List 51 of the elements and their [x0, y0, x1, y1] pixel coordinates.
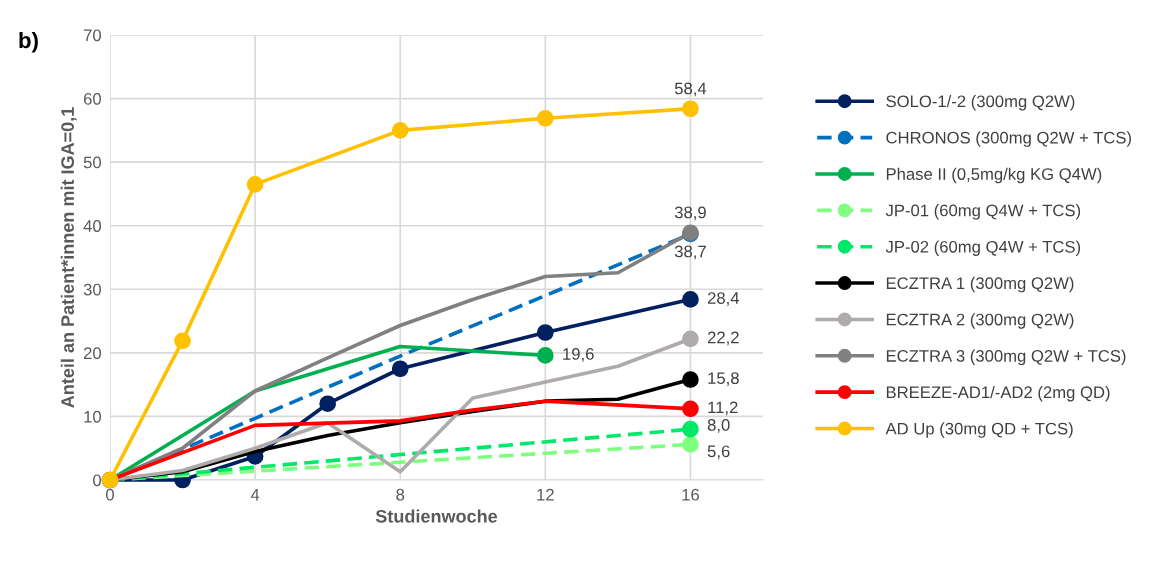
- text: b): [19, 31, 38, 53]
- legend-label: AD Up (30mg QD + TCS): [885, 422, 1073, 438]
- point: [682, 371, 699, 388]
- y-tick-label: 20: [83, 347, 102, 360]
- point: [682, 420, 699, 438]
- point: [246, 176, 264, 193]
- legend-label: ECZTRA 1 (300mg Q2W): [886, 276, 1074, 293]
- y-tick-label: 10: [84, 410, 102, 423]
- x-axis-title: Studienwoche: [375, 509, 498, 523]
- legend-label: CHRONOS (300mg Q2W + TCS): [886, 131, 1131, 147]
- x-tick-label: 4: [250, 488, 260, 501]
- data-label: 38,7: [674, 245, 706, 260]
- legend-label: ECZTRA 3 (300mg Q2W + TCS): [886, 349, 1126, 366]
- point: [536, 109, 554, 127]
- point: [682, 100, 699, 118]
- legend-label: JP-01 (60mg Q4W + TCS): [885, 204, 1081, 220]
- y-tick-label: 40: [83, 220, 102, 232]
- data-label: 19,6: [563, 348, 594, 362]
- legend-label: JP-02 (60mg Q4W + TCS): [885, 240, 1081, 256]
- data-label: 5,6: [707, 445, 730, 460]
- data-label: 11,2: [708, 401, 738, 416]
- point: [391, 360, 409, 378]
- x-tick-label: 12: [537, 488, 554, 501]
- point: [391, 122, 409, 139]
- point: [682, 291, 699, 308]
- point: [174, 332, 191, 350]
- data-label: 58,4: [674, 82, 707, 97]
- y-tick-label: 50: [83, 156, 102, 169]
- y-tick-label: 60: [83, 92, 102, 105]
- y-tick-label: 30: [83, 283, 102, 296]
- y-tick-label: 70: [83, 29, 102, 42]
- y-axis-title: Anteil an Patient*innen mit IGA=0,1: [60, 107, 77, 408]
- point: [536, 324, 554, 341]
- x-tick-label: 0: [106, 488, 114, 501]
- y-tick-label: 0: [93, 474, 102, 487]
- legend-label: Phase II (0,5mg/kg KG Q4W): [886, 167, 1102, 184]
- data-label: 22,2: [707, 331, 739, 346]
- legend-label: BREEZE-AD1/-AD2 (2mg QD): [886, 385, 1110, 402]
- x-tick-label: 8: [396, 488, 405, 501]
- x-tick-label: 16: [682, 488, 699, 501]
- data-label: 28,4: [707, 292, 740, 306]
- legend-label: ECZTRA 2 (300mg Q2W): [886, 313, 1074, 329]
- legend-label: SOLO-1/-2 (300mg Q2W): [886, 94, 1075, 111]
- point: [682, 436, 699, 453]
- point: [682, 400, 699, 418]
- point: [319, 395, 337, 413]
- data-label: 8,0: [707, 419, 730, 433]
- data-label: 15,8: [708, 372, 739, 386]
- data-label: 38,9: [674, 206, 706, 221]
- point: [537, 347, 554, 364]
- point: [682, 330, 699, 348]
